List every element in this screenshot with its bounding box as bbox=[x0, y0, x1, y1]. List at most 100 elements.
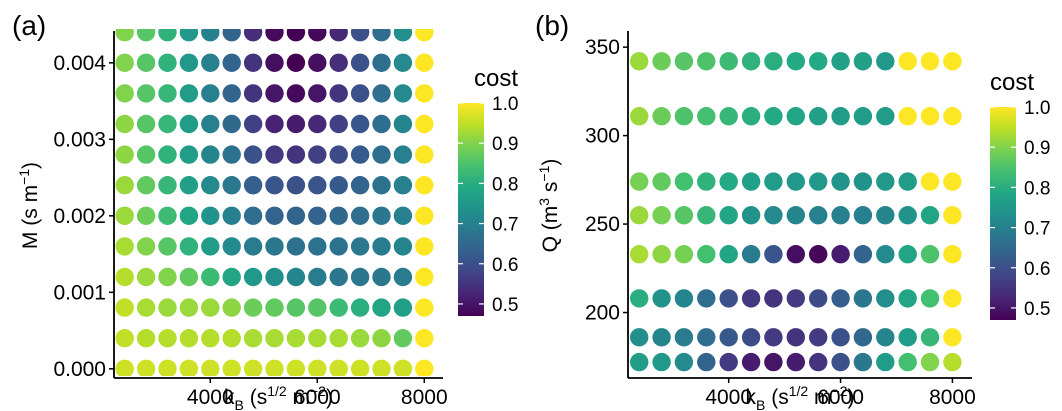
data-point bbox=[786, 206, 805, 225]
data-point bbox=[876, 245, 895, 264]
data-point bbox=[630, 245, 649, 264]
data-point bbox=[741, 245, 761, 264]
data-point bbox=[179, 53, 199, 72]
data-point bbox=[115, 237, 134, 256]
data-point bbox=[415, 29, 434, 42]
data-point bbox=[920, 107, 940, 126]
data-point bbox=[764, 206, 783, 225]
data-point bbox=[415, 53, 434, 72]
data-point bbox=[853, 328, 873, 347]
points-group bbox=[115, 29, 434, 376]
data-point bbox=[158, 206, 177, 225]
panel-b: (b) 4000 6000 8000 200 250 300 350 kB (s1/2 m−2)… bbox=[535, 10, 1050, 411]
data-point bbox=[222, 29, 241, 42]
color-legend: cost 0.5 0.6 0.7 0.8 0.9 1.0 bbox=[458, 65, 518, 316]
data-point bbox=[898, 52, 917, 71]
data-point bbox=[115, 53, 134, 72]
data-point bbox=[201, 359, 220, 376]
data-point bbox=[920, 328, 940, 347]
data-point bbox=[831, 206, 850, 225]
data-point bbox=[308, 267, 327, 287]
data-point bbox=[179, 114, 199, 134]
data-point bbox=[898, 352, 917, 372]
colorbar-tick-label: 0.5 bbox=[492, 295, 518, 316]
data-point bbox=[809, 352, 828, 372]
data-point bbox=[809, 172, 828, 191]
data-point bbox=[350, 359, 370, 376]
data-point bbox=[674, 289, 694, 308]
y-tick-label: 300 bbox=[585, 125, 620, 148]
data-point bbox=[286, 53, 306, 72]
data-point bbox=[265, 53, 284, 72]
colorbar-tick-label: 0.9 bbox=[1024, 138, 1050, 159]
data-point bbox=[741, 328, 761, 347]
data-point bbox=[809, 206, 828, 225]
x-tick-label: 4000 bbox=[187, 386, 234, 409]
y-tick-label: 200 bbox=[585, 302, 620, 325]
data-point bbox=[115, 329, 134, 348]
data-point bbox=[920, 172, 940, 191]
data-point bbox=[286, 29, 306, 42]
data-point bbox=[393, 267, 413, 287]
data-point bbox=[265, 145, 284, 164]
data-point bbox=[308, 329, 327, 348]
data-point bbox=[831, 352, 850, 372]
data-point bbox=[372, 145, 391, 164]
data-point bbox=[876, 352, 895, 372]
data-point bbox=[719, 328, 738, 347]
data-point bbox=[372, 114, 391, 134]
data-point bbox=[372, 267, 391, 287]
panel-label: (a) bbox=[12, 10, 46, 41]
data-point bbox=[876, 172, 895, 191]
data-point bbox=[136, 176, 156, 195]
data-point bbox=[308, 176, 327, 195]
colorbar bbox=[990, 107, 1016, 320]
data-point bbox=[372, 29, 391, 42]
colorbar-tick-label: 0.8 bbox=[492, 174, 518, 195]
data-point bbox=[786, 52, 805, 71]
data-point bbox=[158, 176, 177, 195]
colorbar-tick-label: 0.9 bbox=[492, 134, 518, 155]
y-axis-title: M (s m−1) bbox=[16, 162, 42, 249]
y-tick-label: 0.004 bbox=[53, 52, 106, 75]
y-axis-title: Q (m3 s−1) bbox=[536, 159, 562, 253]
data-point bbox=[719, 107, 738, 126]
data-point bbox=[697, 245, 716, 264]
y-tick-label: 0.000 bbox=[53, 358, 106, 381]
data-point bbox=[652, 352, 671, 372]
data-point bbox=[222, 267, 241, 287]
data-point bbox=[136, 237, 156, 256]
data-point bbox=[764, 52, 783, 71]
data-point bbox=[136, 329, 156, 348]
data-point bbox=[222, 53, 241, 72]
colorbar-tick-label: 0.7 bbox=[1024, 219, 1050, 240]
data-point bbox=[719, 206, 738, 225]
data-point bbox=[831, 52, 850, 71]
data-point bbox=[201, 206, 220, 225]
data-point bbox=[265, 29, 284, 42]
data-point bbox=[350, 176, 370, 195]
data-point bbox=[415, 145, 434, 164]
data-point bbox=[243, 267, 263, 287]
data-point bbox=[393, 329, 413, 348]
data-point bbox=[286, 145, 306, 164]
data-point bbox=[719, 52, 738, 71]
data-point bbox=[809, 245, 828, 264]
data-point bbox=[652, 328, 671, 347]
data-point bbox=[115, 84, 134, 103]
y-tick-label: 350 bbox=[585, 36, 620, 59]
y-tick-label: 250 bbox=[585, 213, 620, 236]
data-point bbox=[697, 328, 716, 347]
data-point bbox=[809, 289, 828, 308]
legend-title: cost bbox=[990, 69, 1034, 96]
data-point bbox=[329, 29, 348, 42]
data-point bbox=[697, 107, 716, 126]
colorbar-tick-label: 1.0 bbox=[1024, 98, 1050, 119]
data-point bbox=[764, 107, 783, 126]
data-point bbox=[350, 267, 370, 287]
data-point bbox=[741, 352, 761, 372]
data-point bbox=[201, 114, 220, 134]
data-point bbox=[243, 53, 263, 72]
data-point bbox=[350, 114, 370, 134]
data-point bbox=[372, 176, 391, 195]
